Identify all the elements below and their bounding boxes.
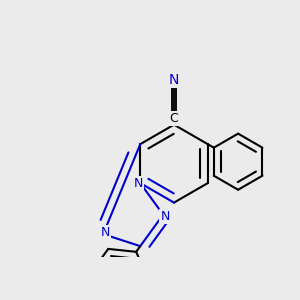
Text: N: N [134,177,143,190]
Text: N: N [160,210,170,223]
Text: N: N [169,73,179,87]
Text: N: N [100,226,110,239]
Text: C: C [169,112,178,125]
